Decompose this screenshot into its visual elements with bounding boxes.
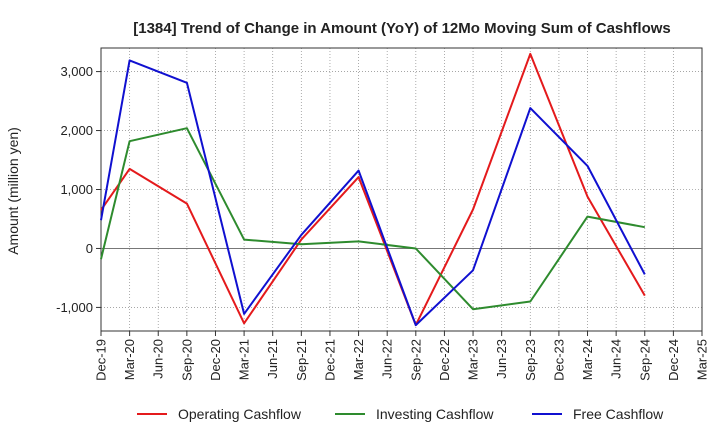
x-tick-label: Dec-24 xyxy=(666,339,681,381)
x-tick-label: Jun-21 xyxy=(265,339,280,379)
legend-label: Free Cashflow xyxy=(573,406,664,422)
x-tick-label: Mar-22 xyxy=(351,339,366,380)
chart-title: [1384] Trend of Change in Amount (YoY) o… xyxy=(133,20,671,37)
x-tick-label: Jun-20 xyxy=(151,339,166,379)
legend: Operating Cashflow Investing Cashflow Free… xyxy=(137,406,664,422)
x-tick-label: Sep-21 xyxy=(294,339,309,381)
x-tick-label: Dec-20 xyxy=(208,339,223,381)
x-tick-label: Sep-22 xyxy=(408,339,423,381)
y-tick-label: 1,000 xyxy=(60,182,93,197)
series-lines xyxy=(100,52,646,327)
x-tick-label: Mar-23 xyxy=(466,339,481,380)
series-line-investing-cashflow xyxy=(100,127,645,311)
grid xyxy=(100,48,703,331)
x-tick-label: Jun-24 xyxy=(609,339,624,379)
x-tick-label: Jun-23 xyxy=(494,339,509,379)
x-tick-label: Dec-22 xyxy=(437,339,452,381)
legend-label: Operating Cashflow xyxy=(178,406,302,422)
x-tick-label: Dec-23 xyxy=(551,339,566,381)
legend-label: Investing Cashflow xyxy=(376,406,494,422)
x-tick-label: Sep-23 xyxy=(523,339,538,381)
x-tick-label: Jun-22 xyxy=(380,339,395,379)
x-tick-label: Sep-20 xyxy=(179,339,194,381)
y-axis: -1,000 0 1,000 2,000 3,000 xyxy=(56,64,101,315)
x-tick-label: Mar-24 xyxy=(580,339,595,380)
y-tick-label: -1,000 xyxy=(56,300,93,315)
x-tick-label: Dec-19 xyxy=(94,339,109,381)
x-tick-label: Sep-24 xyxy=(637,339,652,381)
y-tick-label: 2,000 xyxy=(60,123,93,138)
y-tick-label: 0 xyxy=(86,241,93,256)
x-axis: Dec-19 Mar-20 Jun-20 Sep-20 Dec-20 Mar-21 Jun-… xyxy=(94,331,710,381)
series-line-free-cashflow xyxy=(100,59,646,327)
y-tick-label: 3,000 xyxy=(60,64,93,79)
y-axis-label: Amount (million yen) xyxy=(5,127,21,255)
x-tick-label: Mar-25 xyxy=(695,339,710,380)
x-tick-label: Dec-21 xyxy=(322,339,337,381)
x-tick-label: Mar-21 xyxy=(237,339,252,380)
series-line-operating-cashflow xyxy=(100,52,646,327)
x-tick-label: Mar-20 xyxy=(122,339,137,380)
